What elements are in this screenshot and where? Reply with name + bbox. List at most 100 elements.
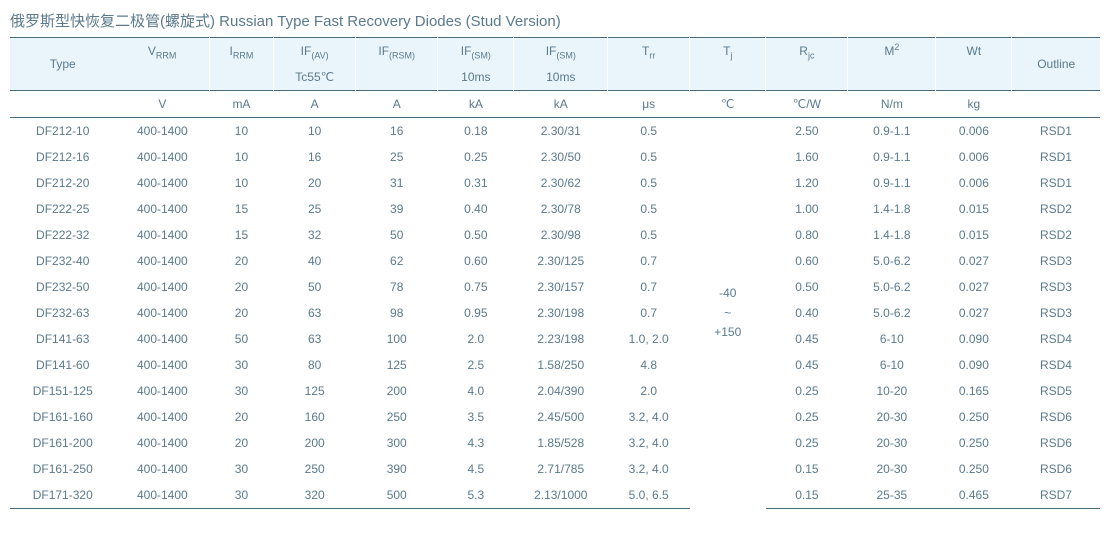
data-cell: 400-1400: [115, 196, 209, 222]
data-cell: 400-1400: [115, 352, 209, 378]
data-cell: 1.20: [766, 170, 848, 196]
data-cell: 2.30/125: [514, 248, 608, 274]
data-cell: RSD3: [1012, 248, 1100, 274]
data-cell: 3.2, 4.0: [608, 404, 690, 430]
data-cell: DF141-63: [10, 326, 115, 352]
header-sub-cell: [690, 64, 766, 91]
data-cell: 5.0-6.2: [848, 248, 936, 274]
header-cell: M2: [848, 38, 936, 65]
data-cell: 400-1400: [115, 170, 209, 196]
data-cell: RSD2: [1012, 222, 1100, 248]
table-row: DF141-63400-140050631002.02.23/1981.0, 2…: [10, 326, 1100, 352]
data-cell: 0.25: [766, 430, 848, 456]
header-sub-cell: [766, 64, 848, 91]
data-cell: 0.9-1.1: [848, 170, 936, 196]
data-cell: 400-1400: [115, 378, 209, 404]
table-row: DF232-40400-14002040620.602.30/1250.70.6…: [10, 248, 1100, 274]
data-cell: 250: [274, 456, 356, 482]
data-cell: 30: [209, 482, 273, 509]
unit-cell: ℃/W: [766, 91, 848, 118]
data-cell: 0.027: [936, 274, 1012, 300]
unit-cell: A: [356, 91, 438, 118]
data-cell: DF212-16: [10, 144, 115, 170]
data-cell: 10-20: [848, 378, 936, 404]
data-cell: 4.3: [438, 430, 514, 456]
unit-cell: mA: [209, 91, 273, 118]
data-cell: 2.30/50: [514, 144, 608, 170]
data-cell: 20: [209, 430, 273, 456]
data-cell: 20: [209, 404, 273, 430]
data-cell: 0.5: [608, 144, 690, 170]
data-cell: DF212-10: [10, 118, 115, 145]
data-cell: RSD4: [1012, 352, 1100, 378]
header-cell: IF(SM): [514, 38, 608, 65]
data-cell: 0.090: [936, 352, 1012, 378]
data-cell: 0.7: [608, 248, 690, 274]
data-cell: 320: [274, 482, 356, 509]
data-cell: 50: [356, 222, 438, 248]
data-cell: DF232-50: [10, 274, 115, 300]
data-cell: 63: [274, 300, 356, 326]
header-sub-cell: 10ms: [514, 64, 608, 91]
data-cell: 0.15: [766, 456, 848, 482]
header-cell: Type: [10, 38, 115, 91]
data-cell: 1.0, 2.0: [608, 326, 690, 352]
unit-cell: [1012, 91, 1100, 118]
data-cell: 390: [356, 456, 438, 482]
data-cell: RSD3: [1012, 300, 1100, 326]
data-cell: 0.18: [438, 118, 514, 145]
data-cell: 0.25: [766, 378, 848, 404]
data-cell: 0.250: [936, 404, 1012, 430]
data-cell: 0.50: [438, 222, 514, 248]
data-cell: 400-1400: [115, 222, 209, 248]
header-row-1: TypeVRRMIRRMIF(AV)IF(RSM)IF(SM)IF(SM)Trr…: [10, 38, 1100, 65]
table-row: DF212-10400-14001010160.182.30/310.5-40~…: [10, 118, 1100, 145]
data-cell: 2.45/500: [514, 404, 608, 430]
data-cell: 63: [274, 326, 356, 352]
data-cell: 400-1400: [115, 326, 209, 352]
data-cell: 20: [209, 248, 273, 274]
data-cell: 0.015: [936, 196, 1012, 222]
data-cell: DF232-40: [10, 248, 115, 274]
units-row: VmAAAkAkAμs℃℃/WN/mkg: [10, 91, 1100, 118]
data-cell: 0.5: [608, 196, 690, 222]
data-cell: RSD2: [1012, 196, 1100, 222]
data-cell: 0.40: [438, 196, 514, 222]
header-cell: IF(SM): [438, 38, 514, 65]
data-cell: DF141-60: [10, 352, 115, 378]
data-cell: 0.15: [766, 482, 848, 509]
data-cell: 30: [209, 456, 273, 482]
data-cell: 98: [356, 300, 438, 326]
table-row: DF171-320400-1400303205005.32.13/10005.0…: [10, 482, 1100, 509]
data-cell: 0.45: [766, 352, 848, 378]
header-cell: Rjc: [766, 38, 848, 65]
unit-cell: kA: [514, 91, 608, 118]
data-cell: RSD6: [1012, 456, 1100, 482]
data-cell: 400-1400: [115, 404, 209, 430]
data-cell: 200: [356, 378, 438, 404]
data-cell: 4.5: [438, 456, 514, 482]
table-row: DF232-63400-14002063980.952.30/1980.70.4…: [10, 300, 1100, 326]
data-cell: 0.60: [438, 248, 514, 274]
header-sub-cell: [936, 64, 1012, 91]
unit-cell: μs: [608, 91, 690, 118]
data-cell: 2.13/1000: [514, 482, 608, 509]
unit-cell: V: [115, 91, 209, 118]
data-cell: 30: [209, 378, 273, 404]
data-cell: 5.0-6.2: [848, 300, 936, 326]
data-cell: 0.45: [766, 326, 848, 352]
data-cell: 2.30/198: [514, 300, 608, 326]
data-cell: DF161-200: [10, 430, 115, 456]
data-cell: 10: [209, 144, 273, 170]
data-cell: 2.30/157: [514, 274, 608, 300]
header-sub-cell: [356, 64, 438, 91]
tj-merged-cell: -40~+150: [690, 118, 766, 509]
data-cell: 2.30/31: [514, 118, 608, 145]
table-row: DF161-200400-1400202003004.31.85/5283.2,…: [10, 430, 1100, 456]
data-cell: 20-30: [848, 404, 936, 430]
data-cell: DF151-125: [10, 378, 115, 404]
header-sub-cell: [209, 64, 273, 91]
data-cell: 25: [356, 144, 438, 170]
unit-cell: kA: [438, 91, 514, 118]
diode-table: TypeVRRMIRRMIF(AV)IF(RSM)IF(SM)IF(SM)Trr…: [10, 37, 1100, 509]
